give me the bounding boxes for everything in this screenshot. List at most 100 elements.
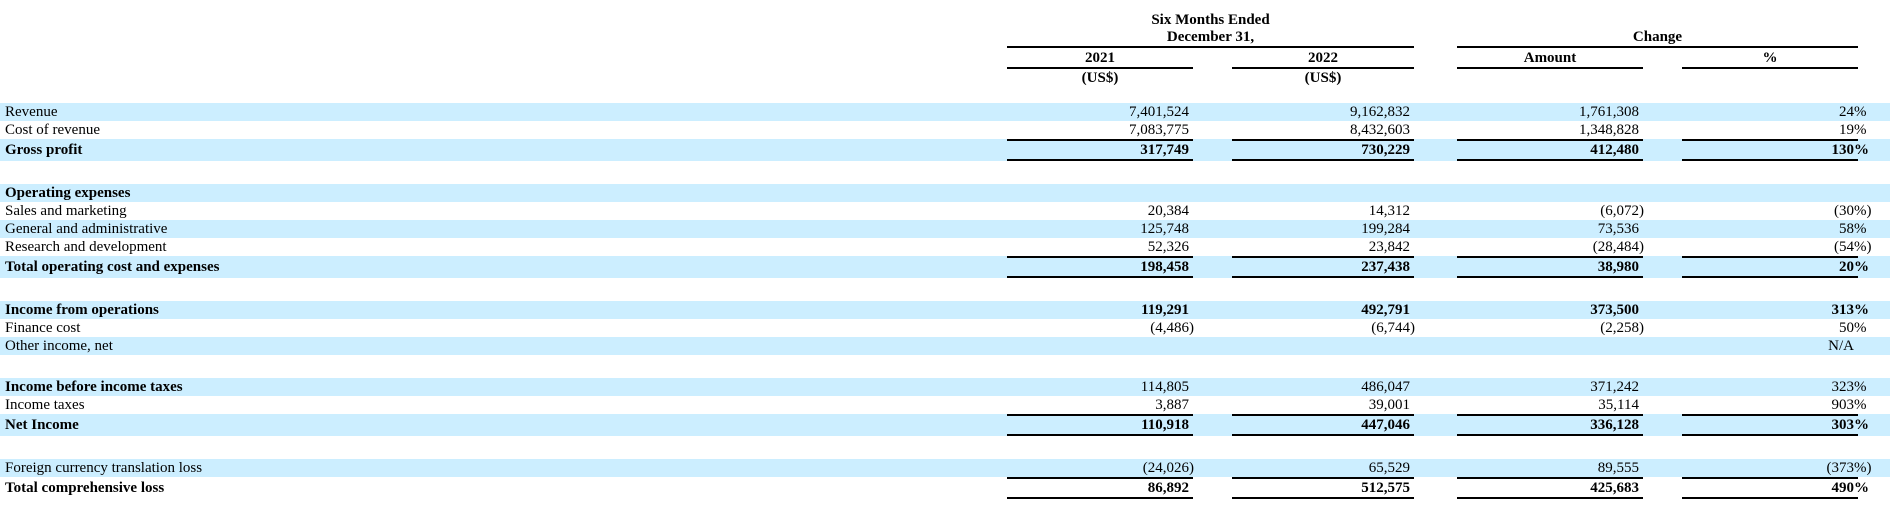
cell-value: 125,748 (1140, 221, 1189, 237)
column-gap (1193, 459, 1232, 477)
value-cell: 7,401,524 (1007, 103, 1193, 121)
table-row: Total operating cost and expenses 198,458… (0, 256, 1890, 278)
column-gap (1193, 396, 1232, 414)
value-cell: 52,326 (1007, 238, 1193, 256)
value-cell: 73,536 (1457, 220, 1643, 238)
cell-value: 24 (1839, 104, 1854, 120)
column-gap (1414, 319, 1457, 337)
value-cell: 23,842 (1232, 238, 1414, 256)
column-gap (1414, 459, 1457, 477)
spacer-row (0, 161, 1890, 184)
cell-value: 373,500 (1590, 302, 1639, 318)
column-gap (1193, 319, 1232, 337)
column-header-2021: 2021 (1007, 49, 1193, 69)
row-label: Gross profit (5, 142, 83, 158)
value-cell: 20,384 (1007, 202, 1193, 220)
value-cell: 447,046 (1232, 414, 1414, 436)
table-row: Sales and marketing 20,384 14,312 (6,072) (3… (0, 202, 1890, 220)
table-header-columns: 2021 2022 Amount % (0, 49, 1899, 69)
cell-value: 313 (1831, 302, 1855, 318)
column-gap (1643, 396, 1682, 414)
column-gap (1643, 258, 1682, 276)
column-gap (1643, 459, 1682, 477)
column-gap (1643, 479, 1682, 497)
table-row: General and administrative 125,748 199,284… (0, 220, 1890, 238)
value-cell (1232, 184, 1414, 202)
row-label: Income taxes (5, 397, 85, 413)
column-gap (1643, 378, 1682, 396)
row-label: Other income, net (5, 338, 113, 354)
cell-value: 492,791 (1361, 302, 1410, 318)
spacer-row (0, 278, 1890, 301)
value-cell: 3,887 (1007, 396, 1193, 414)
cell-value: 371,242 (1590, 379, 1639, 395)
currency-note-2022: (US$) (1304, 70, 1342, 86)
cell-value: 512,575 (1361, 480, 1410, 496)
value-cell: N/A (1682, 337, 1858, 355)
column-gap (1414, 184, 1457, 202)
cell-value: 14,312 (1368, 203, 1410, 219)
value-cell (1457, 184, 1643, 202)
value-cell: 371,242 (1457, 378, 1643, 396)
value-cell: (28,484) (1457, 238, 1644, 256)
cell-suffix: % (1854, 122, 1867, 138)
cell-value: 52,326 (1147, 239, 1189, 255)
value-cell: (373%) (1682, 459, 1872, 477)
period-group-line2: December 31, (1166, 29, 1255, 45)
cell-value: 237,438 (1361, 259, 1410, 275)
cell-value: 412,480 (1590, 142, 1639, 158)
cell-value: 490 (1831, 480, 1855, 496)
value-cell: 7,083,775 (1007, 121, 1193, 139)
table-row: Income taxes 3,887 39,001 35,114 903% (0, 396, 1890, 414)
value-cell: 119,291 (1007, 301, 1193, 319)
row-label: Operating expenses (5, 185, 131, 201)
value-cell: 730,229 (1232, 139, 1414, 161)
value-cell: 38,980 (1457, 256, 1643, 278)
spacer-row (0, 355, 1890, 378)
cell-suffix: ) (1639, 320, 1644, 336)
cell-value: N/A (1828, 338, 1854, 354)
column-gap (1193, 416, 1232, 434)
cell-value: 9,162,832 (1350, 104, 1410, 120)
row-label: Income from operations (5, 302, 159, 318)
cell-suffix: % (1854, 259, 1869, 275)
cell-suffix: %) (1854, 460, 1872, 476)
cell-suffix: % (1854, 142, 1869, 158)
cell-value: 19 (1839, 122, 1854, 138)
column-gap (1414, 202, 1457, 220)
row-label: Foreign currency translation loss (5, 460, 203, 476)
column-gap (1414, 301, 1457, 319)
table-row: Income before income taxes 114,805 486,047… (0, 378, 1890, 396)
value-cell: 199,284 (1232, 220, 1414, 238)
value-cell: 490% (1682, 477, 1869, 499)
column-gap (1643, 319, 1682, 337)
column-gap (1643, 301, 1682, 319)
value-cell: 317,749 (1007, 139, 1193, 161)
cell-value: 199,284 (1361, 221, 1410, 237)
value-cell: 8,432,603 (1232, 121, 1414, 139)
column-gap (1414, 396, 1457, 414)
row-label: Sales and marketing (5, 203, 127, 219)
cell-value: 114,805 (1140, 379, 1189, 395)
cell-value: (4,486 (1150, 320, 1189, 336)
row-label: Total comprehensive loss (5, 480, 165, 496)
cell-value: (373 (1826, 460, 1855, 476)
value-cell (1682, 184, 1858, 202)
cell-suffix: %) (1854, 239, 1872, 255)
value-cell: 903% (1682, 396, 1867, 414)
cell-value: 58 (1839, 221, 1854, 237)
period-group-line1: Six Months Ended (1151, 12, 1270, 28)
column-gap (1414, 337, 1457, 355)
column-gap (1193, 103, 1232, 121)
cell-value: 903 (1831, 397, 1855, 413)
row-label: Income before income taxes (5, 379, 183, 395)
column-gap (1414, 121, 1457, 139)
column-gap (1414, 220, 1457, 238)
column-gap (1643, 121, 1682, 139)
column-gap (1643, 202, 1682, 220)
column-header-percent: % (1682, 49, 1858, 69)
cell-value: (24,026 (1142, 460, 1189, 476)
table-header-currency: (US$) (US$) (0, 69, 1899, 87)
column-gap (1414, 238, 1457, 256)
cell-value: 86,892 (1147, 480, 1189, 496)
